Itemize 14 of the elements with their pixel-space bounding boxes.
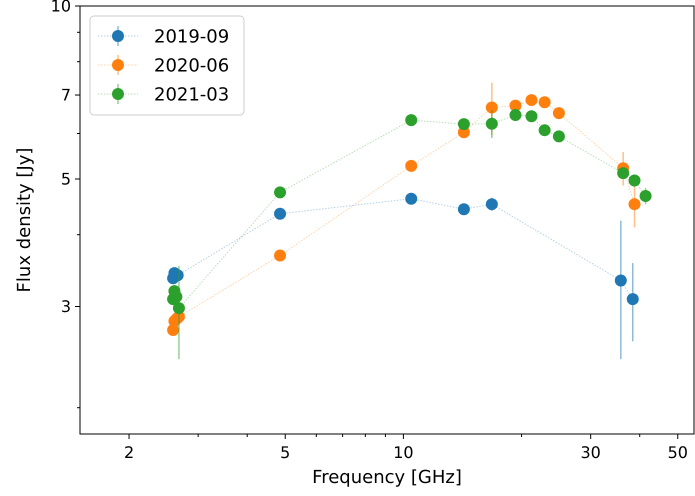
y-tick-label: 3 — [60, 297, 71, 316]
x-tick-label: 2 — [124, 443, 134, 462]
legend-label: 2020-06 — [154, 55, 230, 76]
legend-label: 2021-03 — [154, 84, 230, 106]
y-axis-title: Flux density [Jy] — [14, 148, 35, 292]
legend-label: 2019-09 — [154, 26, 230, 48]
y-tick-label: 5 — [60, 170, 71, 189]
x-axis-title: Frequency [GHz] — [312, 467, 462, 488]
x-tick-label: 5 — [280, 443, 290, 462]
x-tick-label: 10 — [393, 443, 414, 462]
x-tick-label: 50 — [668, 443, 688, 462]
y-tick-label: 10 — [50, 0, 71, 16]
x-tick-label: 30 — [580, 443, 601, 462]
y-tick-label: 7 — [60, 86, 71, 105]
